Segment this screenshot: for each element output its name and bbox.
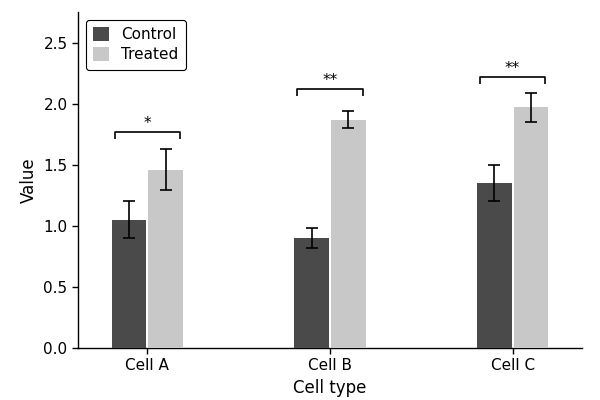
- Text: **: **: [322, 73, 338, 88]
- Bar: [331, 120, 365, 348]
- Bar: [514, 107, 548, 348]
- Bar: [148, 170, 183, 348]
- Text: **: **: [505, 60, 520, 76]
- Bar: [112, 220, 146, 348]
- Text: *: *: [143, 116, 151, 130]
- Legend: Control, Treated: Control, Treated: [86, 20, 185, 70]
- Bar: [477, 183, 512, 348]
- Bar: [295, 238, 329, 348]
- X-axis label: Cell type: Cell type: [293, 379, 367, 397]
- Y-axis label: Value: Value: [20, 157, 38, 203]
